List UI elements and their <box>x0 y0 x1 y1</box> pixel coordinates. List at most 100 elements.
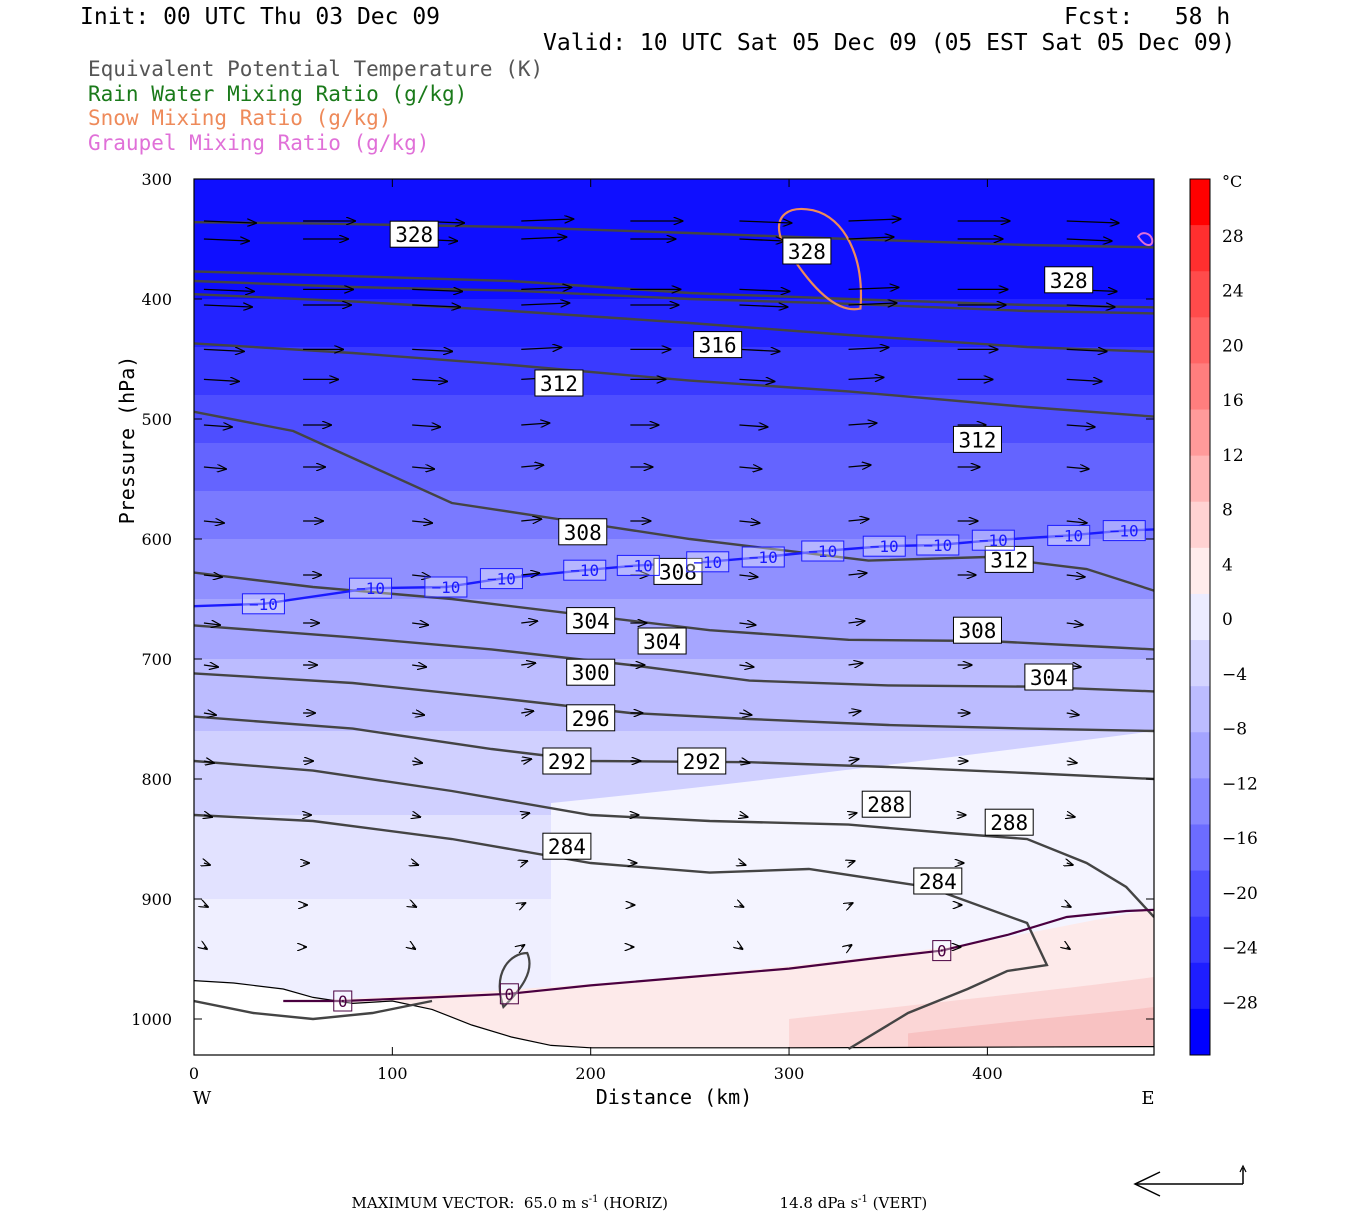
wind-vector-75 <box>521 519 541 521</box>
theta-e-contour-0 <box>194 221 1154 249</box>
init-time: Init: 00 UTC Thu 03 Dec 09 <box>80 4 441 30</box>
wind-vector-137 <box>412 863 418 865</box>
vert-value: 14.8 dPa s <box>779 1194 859 1212</box>
wind-vector-39 <box>521 347 561 349</box>
wind-vector-12 <box>521 237 566 239</box>
theta-e-contour-3 <box>194 293 1154 353</box>
wind-vector-159 <box>849 945 852 947</box>
wind-vector-60 <box>848 423 877 425</box>
horiz-label: (HORIZ) <box>598 1194 669 1212</box>
isotherm-label-6: −10 <box>693 553 722 572</box>
wind-vector-56 <box>412 425 440 427</box>
colorbar-swatch-8 <box>1190 547 1210 595</box>
y-tick-label-4: 700 <box>141 650 172 669</box>
colorbar-swatch-1 <box>1190 225 1210 272</box>
x-tick-label-1: 100 <box>377 1064 408 1083</box>
colorbar-frame <box>1189 178 1211 1056</box>
isotherm-label-16: 0 <box>937 942 947 961</box>
isotherm-label-box-5 <box>616 554 660 576</box>
theta-e-label-20: 284 <box>919 870 957 894</box>
theta-e-label-box-20 <box>913 867 963 895</box>
wind-vector-0 <box>203 221 256 223</box>
warm-region-3 <box>908 1007 1154 1055</box>
colorbar-swatch-18 <box>1190 1008 1210 1056</box>
wind-vector-24 <box>848 287 899 289</box>
theta-e-label-box-0 <box>389 220 439 248</box>
wind-vector-68 <box>739 467 761 469</box>
reference-vector-key <box>1133 1164 1247 1197</box>
wind-vector-87 <box>848 573 867 575</box>
isotherm-label-13: −10 <box>1110 522 1139 541</box>
wind-vector-161 <box>1067 947 1070 949</box>
wind-vector-33 <box>848 303 897 305</box>
isotherm-minus10 <box>194 528 1154 608</box>
theta-e-label-box-5 <box>952 425 1002 453</box>
theta-e-closed-contour <box>498 951 531 1010</box>
max-vector-label: MAXIMUM VECTOR: 65.0 m s <box>351 1194 589 1212</box>
legend-rain: Rain Water Mixing Ratio (g/kg) <box>88 82 468 106</box>
colorbar-swatch-6 <box>1190 455 1210 503</box>
theta-e-contour-8 <box>194 672 1154 733</box>
wind-vector-69 <box>848 465 871 467</box>
wind-vector-29 <box>412 305 460 307</box>
colorbar-tick-14: −28 <box>1222 993 1258 1013</box>
max-vector-vertical: 14.8 dPa s-1 (VERT) <box>770 1176 928 1212</box>
legend-theta-e: Equivalent Potential Temperature (K) <box>88 57 544 81</box>
wind-vector-41 <box>739 349 779 351</box>
colorbar-swatch-2 <box>1190 271 1210 318</box>
plot-frame <box>193 178 1155 1056</box>
theta-e-label-box-12 <box>1024 663 1074 691</box>
wind-vector-131 <box>739 815 747 817</box>
isotherm-label-5: −10 <box>624 556 653 575</box>
colorbar-swatch-7 <box>1190 501 1210 549</box>
x-tick-label-2: 200 <box>575 1064 606 1083</box>
x-end-label-west: W <box>193 1088 212 1109</box>
wind-vector-51 <box>848 377 884 379</box>
wind-vector-95 <box>739 623 755 625</box>
wind-vector-147 <box>521 903 525 905</box>
colorbar-swatch-13 <box>1190 778 1210 825</box>
colorbar-tick-1: 24 <box>1222 282 1244 302</box>
colorbar-swatch-15 <box>1190 870 1210 918</box>
wind-vector-47 <box>412 379 447 381</box>
wind-vector-117 <box>203 761 214 763</box>
isotherm-label-4: −10 <box>570 561 599 580</box>
valid-time: Valid: 10 UTC Sat 05 Dec 09 (05 EST Sat … <box>543 30 1236 56</box>
wind-vector-45 <box>203 379 239 381</box>
wind-vector-135 <box>204 863 210 865</box>
isotherm-label-9: −10 <box>870 537 899 556</box>
colorbar-tick-6: 4 <box>1222 555 1233 575</box>
theta-e-contour-12 <box>194 999 433 1021</box>
isotherm-label-box-0 <box>241 593 285 615</box>
wind-vector-153 <box>204 947 207 949</box>
wind-vector-122 <box>739 761 749 763</box>
isotherm-label-box-11 <box>971 529 1015 551</box>
theta-e-contour-4 <box>194 342 1154 418</box>
temp-band-3 <box>194 395 1154 443</box>
wind-vector-101 <box>412 665 426 667</box>
isotherm-label-10: −10 <box>923 536 952 555</box>
legend-snow: Snow Mixing Ratio (g/kg) <box>88 106 392 130</box>
theta-e-label-box-16 <box>677 747 727 775</box>
wind-vector-155 <box>412 947 415 949</box>
wind-vector-90 <box>203 623 220 625</box>
wind-vector-66 <box>521 465 543 467</box>
y-tick-label-6: 900 <box>141 890 172 909</box>
legend-graupel: Graupel Mixing Ratio (g/kg) <box>88 131 430 155</box>
isotherm-label-11: −10 <box>979 531 1008 550</box>
wind-vector-23 <box>739 289 789 291</box>
wind-vector-81 <box>203 575 222 577</box>
colorbar-swatch-14 <box>1190 824 1210 872</box>
terrain <box>194 980 1154 1055</box>
wind-vector-44 <box>1066 349 1107 351</box>
wind-vector-89 <box>1066 575 1085 577</box>
y-tick-label-7: 1000 <box>131 1010 172 1029</box>
wind-vector-104 <box>739 665 753 667</box>
wind-vector-116 <box>1066 713 1079 715</box>
wind-vector-114 <box>848 711 861 713</box>
theta-e-label-box-18 <box>984 808 1034 836</box>
colorbar-tick-11: −16 <box>1222 829 1258 849</box>
theta-e-label-0: 328 <box>395 223 433 247</box>
wind-vector-138 <box>521 861 527 863</box>
